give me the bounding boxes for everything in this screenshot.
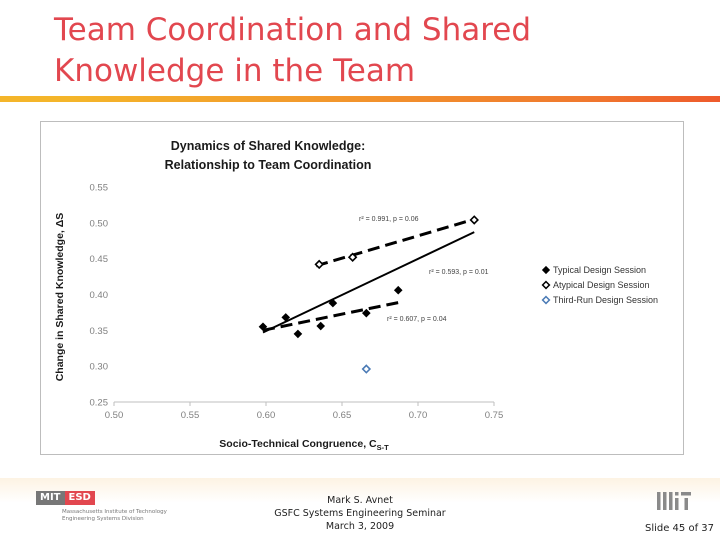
data-point-series-0 [258, 322, 268, 332]
data-point-series-1 [469, 215, 479, 225]
data-point-series-0 [362, 308, 371, 318]
seminar-name: GSFC Systems Engineering Seminar [274, 508, 446, 519]
overall-r2-label: r² = 0.593, p = 0.01 [429, 269, 489, 276]
slide-title-line-1: Team Coordination and Shared [54, 12, 532, 48]
logo-esd-text: ESD [64, 491, 95, 505]
chart-title-line-2: Relationship to Team Coordination [165, 158, 372, 172]
legend-marker [541, 265, 551, 275]
footer-info: Mark S. Avnet GSFC Systems Engineering S… [260, 494, 460, 533]
mit-esd-logo: MIT ESD Massachusetts Institute of Techn… [36, 491, 176, 525]
y-tick-label: 0.50 [90, 218, 109, 229]
legend-marker [541, 295, 551, 305]
data-point-series-0 [281, 313, 291, 322]
data-point-series-0 [393, 285, 403, 295]
x-tick-label: 0.75 [485, 410, 504, 421]
y-tick-label: 0.45 [90, 254, 109, 265]
chart-frame: Dynamics of Shared Knowledge: Relationsh… [40, 121, 684, 455]
data-point-series-2 [361, 364, 372, 374]
overall-fit-line [262, 231, 475, 334]
presentation-date: March 3, 2009 [325, 521, 395, 532]
data-point-series-0 [293, 329, 303, 339]
logo-mit-text: MIT [36, 491, 65, 505]
data-point-series-0 [316, 321, 326, 331]
slide-title: Team Coordination and Shared Knowledge i… [54, 10, 694, 92]
x-tick-label: 0.65 [333, 410, 352, 421]
chart-title-line-1: Dynamics of Shared Knowledge: [171, 139, 365, 153]
atypical-fit-line [315, 217, 475, 268]
x-axis-label-text: Socio-Technical Congruence, C [219, 438, 377, 450]
y-axis-label: Change in Shared Knowledge, ΔS [54, 213, 66, 382]
y-tick-label: 0.35 [90, 326, 109, 337]
legend-label: Atypical Design Session [553, 280, 650, 290]
legend-label: Third-Run Design Session [553, 295, 658, 305]
data-point-series-1 [347, 252, 358, 262]
y-tick-label: 0.25 [90, 398, 109, 409]
slide-title-line-2: Knowledge in the Team [54, 53, 416, 89]
title-divider [0, 96, 720, 102]
typical-r2-label: r² = 0.607, p = 0.04 [387, 316, 447, 323]
x-tick-label: 0.50 [105, 410, 124, 421]
logo-line-2: Engineering Systems Division [62, 516, 144, 522]
mit-logo-icon [657, 492, 691, 510]
presenter-name: Mark S. Avnet [327, 495, 393, 506]
y-tick-label: 0.30 [90, 362, 109, 373]
legend-marker [541, 280, 551, 290]
data-point-series-1 [314, 259, 324, 270]
x-axis-label-subscript: S-T [377, 443, 390, 452]
x-tick-label: 0.60 [257, 410, 276, 421]
atypical-r2-label: r² = 0.991, p = 0.06 [359, 216, 419, 223]
x-tick-label: 0.70 [409, 410, 428, 421]
logo-line-1: Massachusetts Institute of Technology [62, 509, 167, 515]
y-tick-label: 0.40 [90, 290, 109, 301]
footer-band [0, 478, 720, 540]
data-point-series-0 [328, 298, 338, 308]
scatter-chart: Dynamics of Shared Knowledge: Relationsh… [54, 139, 658, 452]
x-axis-label: Socio-Technical Congruence, CS-T [219, 438, 389, 452]
y-tick-label: 0.55 [90, 183, 109, 194]
legend-label: Typical Design Session [553, 265, 646, 275]
slide-number: Slide 45 of 37 [644, 523, 714, 534]
x-tick-label: 0.55 [181, 410, 200, 421]
typical-fit-line [262, 300, 404, 332]
